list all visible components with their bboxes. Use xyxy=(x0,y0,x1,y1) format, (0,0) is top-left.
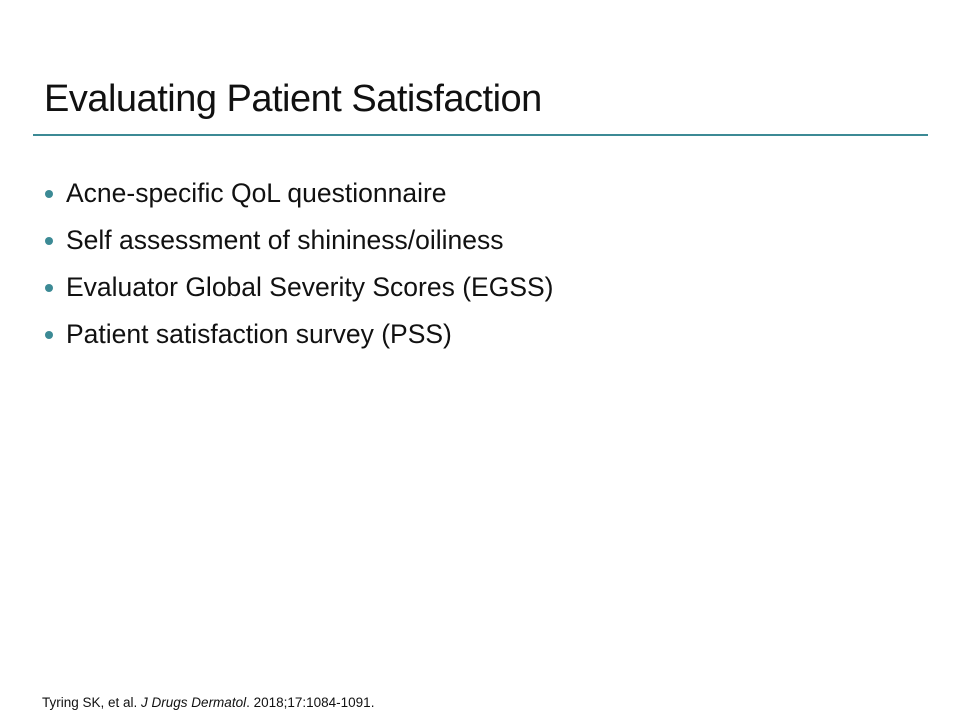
citation-authors: Tyring SK, et al. xyxy=(42,695,142,710)
bullet-dot-icon xyxy=(45,331,53,339)
title-divider xyxy=(33,134,928,136)
bullet-text: Acne-specific QoL questionnaire xyxy=(66,178,447,208)
citation-details: . 2018;17:1084-1091. xyxy=(246,695,375,710)
bullet-dot-icon xyxy=(45,284,53,292)
slide-title: Evaluating Patient Satisfaction xyxy=(44,78,542,120)
citation-journal: J Drugs Dermatol xyxy=(141,695,247,710)
bullet-text: Self assessment of shininess/oiliness xyxy=(66,225,504,255)
bullet-dot-icon xyxy=(45,190,53,198)
bullet-item: Patient satisfaction survey (PSS) xyxy=(45,311,554,358)
citation: Tyring SK, et al. J Drugs Dermatol. 2018… xyxy=(42,693,374,713)
bullet-dot-icon xyxy=(45,237,53,245)
bullet-text: Evaluator Global Severity Scores (EGSS) xyxy=(66,272,554,302)
bullet-item: Evaluator Global Severity Scores (EGSS) xyxy=(45,264,554,311)
bullet-list: Acne-specific QoL questionnaire Self ass… xyxy=(45,170,554,358)
bullet-text: Patient satisfaction survey (PSS) xyxy=(66,319,452,349)
bullet-item: Self assessment of shininess/oiliness xyxy=(45,217,554,264)
bullet-item: Acne-specific QoL questionnaire xyxy=(45,170,554,217)
